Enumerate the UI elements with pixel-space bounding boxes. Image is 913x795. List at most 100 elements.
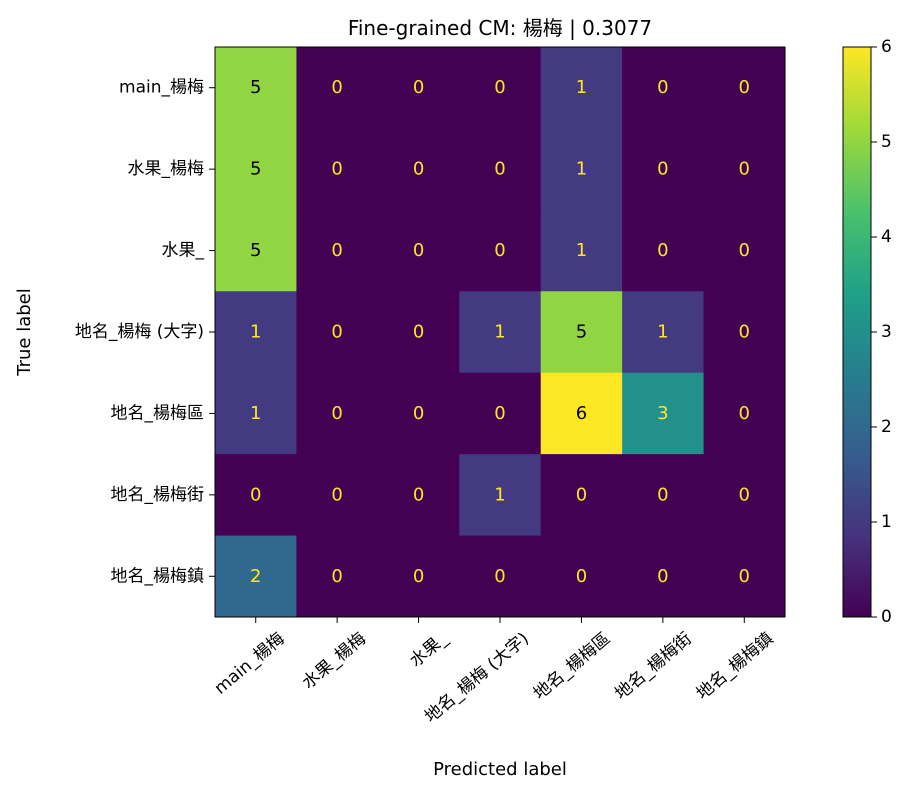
cell-value-label: 0 (413, 159, 424, 180)
cell-value-label: 0 (413, 403, 424, 424)
heatmap-cell (540, 372, 623, 455)
heatmap-cell (215, 128, 297, 211)
heatmap-cell (377, 372, 460, 455)
cell-value-label: 0 (657, 240, 668, 261)
heatmap-cell (215, 535, 297, 618)
cell-value-label: 1 (657, 322, 668, 343)
cell-value-label: 0 (494, 159, 505, 180)
heatmap-cell (215, 209, 297, 292)
heatmap-cell (215, 47, 297, 129)
heatmap-cell (377, 291, 460, 374)
colorbar-ticks: 0 1 2 3 4 5 6 (871, 37, 892, 627)
heatmap-cell (459, 535, 542, 618)
cell-value-label: 1 (576, 159, 587, 180)
heatmap-cell (377, 454, 460, 537)
cell-value-label: 1 (250, 403, 261, 424)
x-tick-label: main_楊梅 (211, 629, 289, 699)
cell-value-label: 0 (494, 403, 505, 424)
cell-value-label: 0 (331, 403, 342, 424)
cell-value-label: 0 (413, 240, 424, 261)
y-tick-label: 地名_楊梅鎮 (111, 566, 205, 586)
cell-value-label: 5 (250, 77, 261, 98)
y-tick-label: 水果_楊梅 (128, 159, 205, 179)
cell-value-label: 0 (331, 77, 342, 98)
x-tick-label: 水果_楊梅 (299, 629, 370, 693)
cell-value-label: 0 (413, 322, 424, 343)
heatmap-cell (703, 291, 786, 374)
cell-value-label: 0 (494, 566, 505, 587)
cell-value-label: 1 (250, 322, 261, 343)
y-tick-label: 水果_ (162, 241, 205, 261)
heatmap-cell (540, 128, 623, 211)
cell-value-label: 0 (739, 484, 750, 505)
x-tick-label: 地名_楊梅區 (530, 629, 614, 704)
cell-value-label: 0 (739, 77, 750, 98)
y-tick-label: 地名_楊梅 (大字) (75, 322, 204, 342)
cell-value-label: 0 (494, 240, 505, 261)
heatmap-cell (296, 372, 379, 455)
heatmap-cell (459, 454, 542, 537)
cell-value-label: 0 (413, 77, 424, 98)
y-axis-label: True label (14, 288, 35, 377)
cell-value-label: 1 (494, 484, 505, 505)
colorbar-tick-label: 2 (881, 417, 892, 437)
heatmap-cell (703, 454, 786, 537)
heatmap-cell (703, 372, 786, 455)
colorbar (842, 46, 872, 618)
chart-title: Fine-grained CM: 楊梅 | 0.3077 (348, 16, 652, 40)
x-axis-label: Predicted label (433, 759, 567, 780)
cell-value-label: 0 (739, 159, 750, 180)
heatmap-cell (296, 47, 379, 129)
heatmap-cell (540, 47, 623, 129)
heatmap-cell (622, 372, 705, 455)
cell-value-label: 0 (739, 322, 750, 343)
heatmap-cell (540, 454, 623, 537)
cell-value-label: 0 (657, 566, 668, 587)
heatmap-cell (622, 209, 705, 292)
cell-value-label: 0 (331, 240, 342, 261)
heatmap-cell (296, 535, 379, 618)
cell-value-label: 0 (331, 484, 342, 505)
cell-value-label: 0 (739, 566, 750, 587)
colorbar-tick-label: 1 (881, 512, 892, 532)
heatmap-cell (703, 535, 786, 618)
heatmap-cell (296, 209, 379, 292)
heatmap-cell-labels: 5 0 0 0 1 0 0 5 0 0 0 1 0 0 5 0 0 0 1 0 0 1 0 0 1 5 1 0 1 0 0 0 6 3 0 0 0 0 1 0… (250, 77, 750, 587)
cell-value-label: 1 (494, 322, 505, 343)
cell-value-label: 2 (250, 566, 261, 587)
heatmap-cell (215, 372, 297, 455)
cell-value-label: 0 (739, 240, 750, 261)
heatmap-cell (540, 209, 623, 292)
colorbar-tick-label: 6 (881, 37, 892, 57)
cell-value-label: 1 (576, 77, 587, 98)
heatmap-cell (622, 291, 705, 374)
heatmap-cell (296, 128, 379, 211)
cell-value-label: 0 (576, 566, 587, 587)
heatmap-cell (459, 372, 542, 455)
cell-value-label: 5 (250, 159, 261, 180)
cell-value-label: 0 (657, 77, 668, 98)
cell-value-label: 0 (331, 159, 342, 180)
cell-value-label: 5 (576, 322, 587, 343)
cell-value-label: 0 (739, 403, 750, 424)
heatmap-cell (459, 47, 542, 129)
heatmap-cell (703, 209, 786, 292)
cell-value-label: 0 (331, 322, 342, 343)
colorbar-tick-label: 5 (881, 132, 892, 152)
heatmap-cell (377, 128, 460, 211)
cell-value-label: 0 (413, 484, 424, 505)
colorbar-tick-label: 0 (881, 607, 892, 627)
cell-value-label: 0 (576, 484, 587, 505)
heatmap-cell (459, 128, 542, 211)
heatmap-cell (703, 128, 786, 211)
heatmap-cell (215, 454, 297, 537)
cell-value-label: 3 (657, 403, 668, 424)
heatmap-cells (215, 47, 786, 618)
cell-value-label: 0 (657, 159, 668, 180)
colorbar-tick-label: 4 (881, 227, 892, 247)
y-tick-label: main_楊梅 (119, 78, 204, 98)
heatmap-cell (215, 291, 297, 374)
cell-value-label: 0 (413, 566, 424, 587)
heatmap-cell (622, 535, 705, 618)
